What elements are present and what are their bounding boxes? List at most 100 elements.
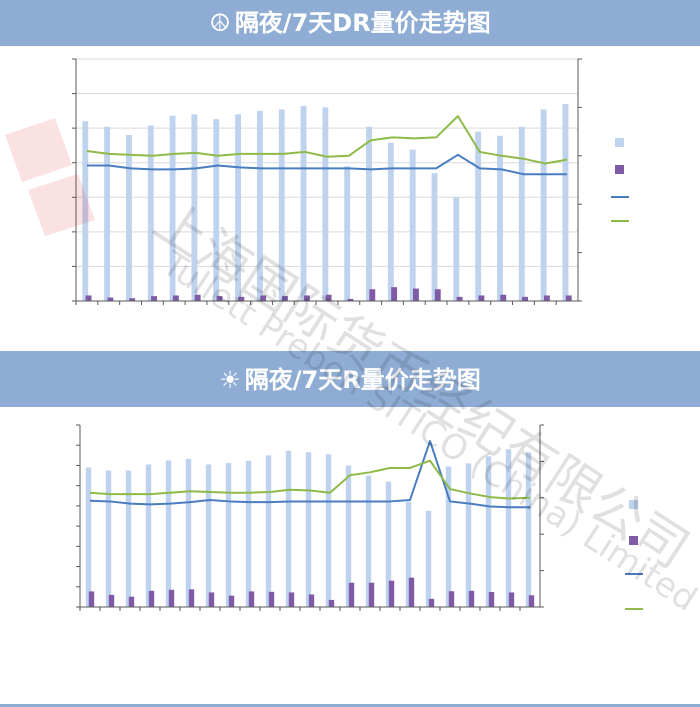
bar-vol-dr007: [500, 294, 507, 301]
bar-vol-r001: [105, 470, 112, 607]
bar-vol-dr007: [303, 295, 310, 301]
r-volume-price-chart: [76, 424, 643, 611]
bar-vol-r001: [165, 460, 172, 607]
bar-vol-r007: [108, 594, 115, 607]
bar-vol-r007: [128, 596, 135, 607]
bar-vol-dr007: [85, 295, 92, 301]
bar-vol-dr001: [256, 110, 263, 301]
bar-vol-r007: [488, 592, 495, 607]
bar-vol-r001: [305, 452, 312, 607]
dr-chart-title: 隔夜/7天DR量价走势图: [234, 9, 491, 37]
bar-vol-dr001: [540, 109, 547, 301]
bar-vol-dr001: [475, 131, 482, 301]
bar-vol-r001: [345, 465, 352, 607]
bar-vol-dr007: [216, 296, 223, 301]
bar-vol-dr007: [151, 296, 157, 301]
bar-vol-dr007: [522, 296, 529, 301]
bar-vol-r001: [425, 510, 432, 607]
bar-vol-dr001: [562, 103, 569, 301]
bar-vol-dr001: [235, 114, 242, 301]
bar-vol-dr001: [104, 126, 111, 301]
bar-vol-dr001: [169, 115, 176, 301]
bar-vol-dr001: [344, 166, 351, 301]
bar-vol-r001: [445, 466, 452, 607]
bar-vol-dr007: [391, 287, 398, 301]
bar-vol-r007: [368, 582, 375, 607]
bar-vol-r001: [125, 470, 132, 607]
bottom-divider: [0, 704, 700, 707]
r-chart-title: 隔夜/7天R量价走势图: [244, 366, 481, 394]
bar-vol-dr007: [282, 296, 288, 301]
bar-vol-dr007: [325, 294, 332, 301]
bar-vol-dr001: [366, 126, 372, 301]
bar-vol-dr001: [147, 125, 154, 302]
bar-vol-r007: [168, 589, 175, 607]
bar-vol-r007: [528, 595, 535, 607]
bar-vol-dr001: [497, 135, 503, 301]
bar-vol-r007: [448, 591, 455, 607]
bar-vol-dr007: [543, 295, 550, 301]
bar-vol-r001: [385, 481, 392, 607]
bar-vol-r001: [525, 452, 532, 607]
bar-vol-r007: [308, 594, 315, 607]
bar-vol-dr007: [412, 288, 419, 301]
sun-icon: ☀: [219, 366, 241, 394]
bar-vol-r007: [228, 595, 235, 607]
bar-vol-dr007: [129, 298, 136, 301]
bar-vol-dr007: [194, 294, 201, 301]
bar-vol-r001: [225, 463, 232, 607]
line-r007: [89, 459, 531, 500]
bar-vol-r001: [485, 456, 492, 607]
bar-vol-r007: [248, 591, 255, 607]
bar-vol-r001: [205, 464, 212, 607]
bar-vol-r007: [348, 582, 355, 607]
bar-vol-dr007: [434, 289, 441, 301]
bar-vol-dr007: [107, 297, 114, 301]
bar-vol-dr001: [518, 126, 525, 301]
bar-vol-dr007: [260, 295, 267, 301]
bar-vol-dr001: [300, 106, 307, 301]
legend-swatch: [615, 165, 624, 174]
line-dr007: [86, 115, 568, 165]
bar-vol-dr007: [456, 296, 463, 301]
bar-vol-r007: [148, 590, 155, 607]
bar-vol-dr001: [322, 107, 329, 302]
bar-vol-dr001: [453, 197, 460, 301]
bar-vol-r007: [388, 580, 395, 607]
line-r001: [89, 440, 530, 509]
r-chart-banner: ☀ 隔夜/7天R量价走势图: [0, 354, 700, 407]
bar-vol-r001: [325, 454, 332, 607]
bar-vol-dr007: [369, 289, 376, 301]
dr-volume-price-chart: [72, 58, 629, 305]
bar-vol-dr001: [431, 173, 438, 301]
bar-vol-dr001: [278, 109, 285, 301]
bar-vol-dr007: [565, 295, 572, 301]
bar-vol-r007: [328, 599, 335, 607]
legend-swatch: [629, 536, 638, 545]
bar-vol-r001: [185, 458, 192, 607]
bar-vol-r007: [188, 589, 195, 607]
bar-vol-r007: [468, 590, 475, 607]
bar-vol-r001: [285, 450, 292, 607]
bar-vol-r001: [265, 455, 272, 607]
bar-vol-dr001: [213, 119, 220, 301]
bar-vol-r007: [88, 591, 95, 607]
bar-vol-r007: [508, 592, 515, 607]
bar-vol-dr007: [238, 296, 245, 301]
bar-vol-r001: [85, 467, 92, 607]
bar-vol-r007: [268, 591, 275, 607]
bar-vol-dr007: [172, 295, 179, 301]
section-divider: [0, 351, 700, 354]
bar-vol-dr007: [478, 295, 485, 301]
bar-vol-dr001: [191, 114, 198, 301]
legend-swatch: [615, 138, 624, 147]
bar-vol-r001: [365, 475, 372, 607]
bar-vol-r001: [405, 501, 412, 607]
bar-vol-dr001: [387, 142, 394, 301]
dr-chart-banner: ☮ 隔夜/7天DR量价走势图: [0, 0, 700, 46]
bar-vol-r007: [408, 577, 415, 607]
legend-swatch: [629, 500, 638, 509]
bar-vol-dr007: [347, 298, 354, 301]
bar-vol-dr001: [409, 149, 416, 301]
bar-vol-r001: [145, 464, 152, 607]
